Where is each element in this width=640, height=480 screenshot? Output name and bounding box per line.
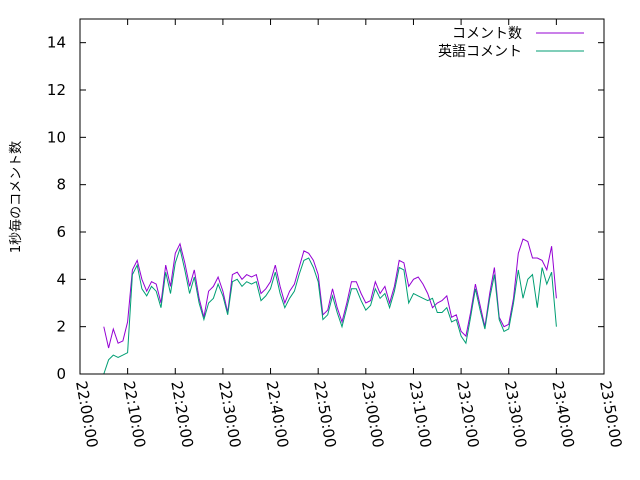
y-axis-label: 1秒毎のコメント数 xyxy=(8,141,24,253)
series-line-1 xyxy=(103,238,557,349)
legend-label-1: コメント数 xyxy=(452,26,522,42)
x-tick-label: 22:20:00 xyxy=(167,380,196,449)
x-tick-label: 23:00:00 xyxy=(358,380,387,449)
y-tick-label: 0 xyxy=(56,365,66,383)
x-tick-label: 23:40:00 xyxy=(548,380,577,449)
y-tick-label: 14 xyxy=(47,34,66,52)
series-line-2 xyxy=(103,246,557,375)
x-tick-label: 23:30:00 xyxy=(501,380,530,449)
x-tick-label: 22:10:00 xyxy=(120,380,149,449)
x-axis: 22:00:00 22:10:00 22:20:00 22:30:00 22:40:00… xyxy=(72,19,625,449)
x-tick-label: 22:50:00 xyxy=(310,380,339,449)
plot-frame xyxy=(79,18,605,375)
x-tick-label: 22:00:00 xyxy=(72,380,101,449)
y-tick-label: 2 xyxy=(56,318,66,336)
x-tick-label: 23:20:00 xyxy=(453,380,482,449)
x-tick-label: 22:30:00 xyxy=(215,380,244,449)
y-axis: 0 2 4 6 8 10 12 14 xyxy=(47,34,604,383)
x-tick-label: 23:50:00 xyxy=(596,380,625,449)
y-tick-label: 8 xyxy=(56,176,66,194)
legend-label-2: 英語コメント xyxy=(438,43,522,60)
y-tick-label: 4 xyxy=(56,270,66,288)
x-tick-label: 22:40:00 xyxy=(263,380,292,449)
x-tick-label: 23:10:00 xyxy=(406,380,435,449)
y-tick-label: 6 xyxy=(56,223,66,241)
y-tick-label: 10 xyxy=(47,128,66,146)
y-tick-label: 12 xyxy=(47,81,66,99)
series-lines xyxy=(103,238,557,375)
